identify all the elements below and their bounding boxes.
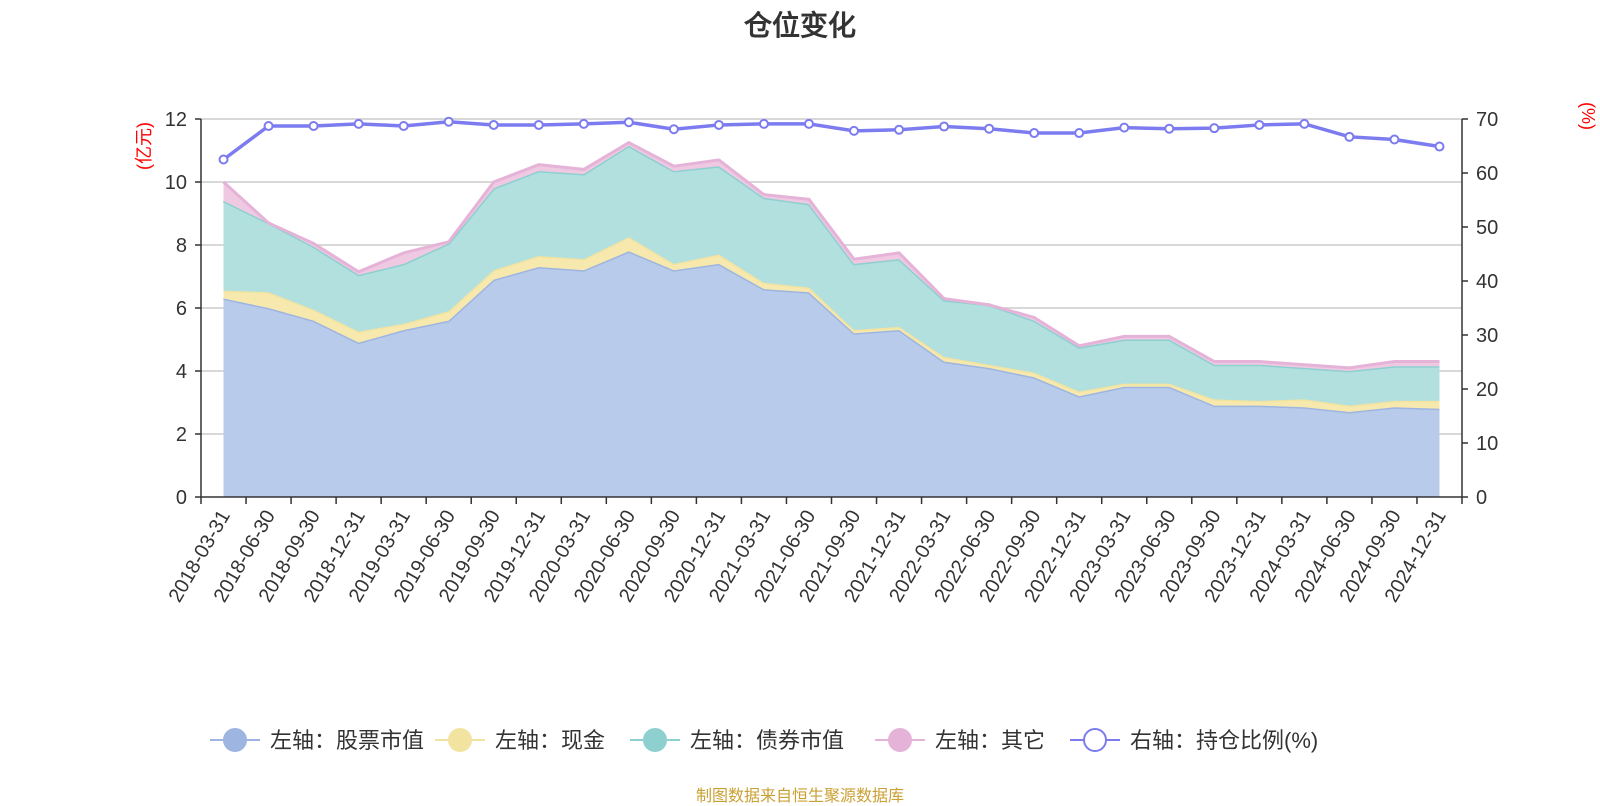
area-series-edge-3: [222, 140, 1440, 370]
right-axis-tick-label: 70: [1476, 109, 1498, 131]
right-axis-unit: (%): [1578, 102, 1598, 130]
holding-ratio-point: [758, 118, 769, 129]
legend: 左轴：股票市值 左轴：现金 左轴：债券市值 左轴：其它 右轴：持仓比例(%): [210, 728, 1318, 753]
legend-label: 左轴：现金: [495, 728, 605, 753]
legend-marker: [223, 728, 247, 752]
right-axis-tick-label: 0: [1476, 487, 1487, 509]
holding-ratio-point: [1209, 123, 1220, 134]
holding-ratio-point: [578, 118, 589, 129]
legend-item-4: 右轴：持仓比例(%): [1070, 728, 1318, 753]
legend-item-0: 左轴：股票市值: [210, 728, 424, 753]
left-axis-tick-label: 8: [176, 235, 187, 257]
left-axis-tick-label: 4: [176, 361, 187, 383]
line-layer: [218, 116, 1445, 165]
legend-label: 右轴：持仓比例(%): [1130, 728, 1318, 753]
holding-ratio-point: [939, 121, 950, 132]
holding-ratio-point: [668, 124, 679, 135]
left-axis-tick-label: 0: [176, 487, 187, 509]
right-axis-tick-label: 10: [1476, 433, 1498, 455]
legend-item-2: 左轴：债券市值: [630, 728, 844, 753]
legend-item-3: 左轴：其它: [875, 728, 1045, 753]
holding-ratio-point: [353, 118, 364, 129]
holding-ratio-point: [1254, 119, 1265, 130]
right-axis-tick-label: 50: [1476, 217, 1498, 239]
right-axis-tick-label: 60: [1476, 163, 1498, 185]
holding-ratio-line: [222, 119, 1440, 161]
legend-marker: [888, 728, 912, 752]
left-axis-tick-label: 12: [165, 109, 187, 131]
holding-ratio-point: [308, 121, 319, 132]
legend-marker: [643, 728, 667, 752]
right-axis-tick-label: 40: [1476, 271, 1498, 293]
holding-ratio-point: [1389, 134, 1400, 145]
right-axis-tick-label: 30: [1476, 325, 1498, 347]
holding-ratio-point: [803, 118, 814, 129]
legend-label: 左轴：债券市值: [690, 728, 844, 753]
area-series-0: [223, 251, 1440, 497]
legend-marker: [448, 728, 472, 752]
holding-ratio-point: [443, 116, 454, 127]
holding-ratio-point: [1119, 122, 1130, 133]
holding-ratio-point: [984, 123, 995, 134]
chart-title: 仓位变化: [743, 10, 856, 41]
legend-item-1: 左轴：现金: [435, 728, 605, 753]
holding-ratio-point: [894, 124, 905, 135]
left-axis-tick-label: 10: [165, 172, 187, 194]
holding-ratio-point: [623, 117, 634, 128]
left-axis-tick-label: 6: [176, 298, 187, 320]
legend-label: 左轴：其它: [935, 728, 1045, 753]
holding-ratio-point: [1344, 131, 1355, 142]
area-layer: [222, 140, 1440, 497]
holding-ratio-point: [488, 119, 499, 130]
holding-ratio-point: [263, 121, 274, 132]
source-note: 制图数据来自恒生聚源数据库: [695, 788, 904, 805]
right-axis-tick-label: 20: [1476, 379, 1498, 401]
legend-marker: [1083, 728, 1107, 752]
holding-ratio-point: [1434, 141, 1445, 152]
holding-ratio-point: [533, 119, 544, 130]
holding-ratio-point: [1164, 123, 1175, 134]
holding-ratio-point: [849, 125, 860, 136]
holding-ratio-point: [218, 154, 229, 165]
holding-ratio-point: [1299, 118, 1310, 129]
holding-ratio-point: [1029, 128, 1040, 139]
left-axis-tick-label: 2: [176, 424, 187, 446]
holding-ratio-point: [713, 119, 724, 130]
legend-label: 左轴：股票市值: [270, 728, 424, 753]
holding-ratio-point: [1074, 128, 1085, 139]
holding-ratio-point: [398, 121, 409, 132]
left-axis-unit: (亿元): [134, 122, 154, 170]
